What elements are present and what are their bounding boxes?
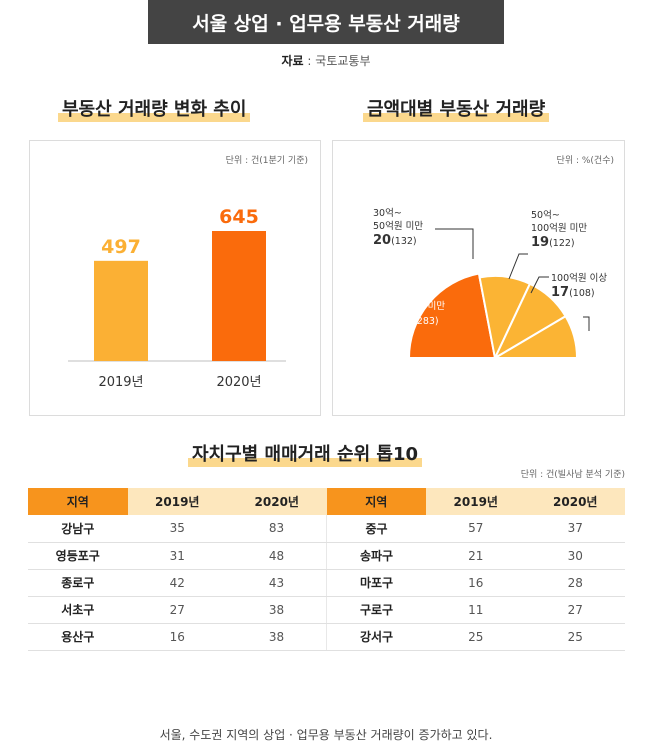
pie-slice-3-label-line: 50억~ <box>531 209 560 221</box>
pie-chart-panel: 단위 : %(건수) 30억원 미만 44(283) 30억~ 50억원 미만 20(1… <box>332 140 625 416</box>
region-cell: 마포구 <box>326 569 426 597</box>
header-2020-right: 2020년 <box>525 488 625 515</box>
pie-slice-1-count: (283) <box>413 316 439 327</box>
bar-value-label: 645 <box>219 206 259 228</box>
pie-chart-unit: 단위 : %(건수) <box>556 156 614 166</box>
header-region-left: 지역 <box>28 488 128 515</box>
header-2019-left: 2019년 <box>127 488 227 515</box>
bar-chart-heading-text: 부동산 거래량 변화 추이 <box>62 99 247 120</box>
bar-category-label: 2020년 <box>216 375 261 390</box>
region-cell: 강남구 <box>28 515 128 543</box>
value-cell: 16 <box>127 623 227 651</box>
table-row: 서초구 27 38 구로구 11 27 <box>28 596 625 624</box>
value-cell: 28 <box>525 569 625 597</box>
pie-slice-3-label-line: 100억원 미만 <box>531 222 587 234</box>
table-heading-text: 자치구별 매매거래 순위 톱10 <box>192 444 419 465</box>
value-cell: 38 <box>227 623 327 651</box>
main-title: 서울 상업 · 업무용 부동산 거래량 <box>148 0 504 44</box>
value-cell: 43 <box>227 569 327 597</box>
pie-slice-3-pct: 19 <box>531 235 549 250</box>
value-cell: 83 <box>227 515 327 543</box>
bar-chart-panel: 단위 : 건(1분기 기준) 497 2019년 645 2020년 <box>29 140 321 416</box>
pie-slice-4 <box>491 314 579 359</box>
pie-chart-heading: 금액대별 부동산 거래량 <box>363 95 550 122</box>
header-2020-left: 2020년 <box>227 488 327 515</box>
pie-chart-heading-text: 금액대별 부동산 거래량 <box>367 99 546 120</box>
table-heading: 자치구별 매매거래 순위 톱10 <box>188 440 423 467</box>
pie-slice-1 <box>407 272 497 359</box>
region-cell: 영등포구 <box>28 542 128 570</box>
value-cell: 11 <box>426 596 526 624</box>
leader-line-4-a <box>530 276 549 294</box>
source-value: 국토교통부 <box>315 54 371 68</box>
pie-slice-3-count: (122) <box>549 238 575 249</box>
bar-chart-unit: 단위 : 건(1분기 기준) <box>225 156 308 166</box>
value-cell: 57 <box>426 515 526 543</box>
bar-value-label: 497 <box>101 236 141 258</box>
source-line: 자료 : 국토교통부 <box>0 52 652 69</box>
value-cell: 48 <box>227 542 327 570</box>
leader-line-4 <box>583 316 590 331</box>
table-header-row: 지역 2019년 2020년 지역 2019년 2020년 <box>28 488 625 515</box>
source-sep: : <box>303 54 316 68</box>
table-row: 강남구 35 83 중구 57 37 <box>28 515 625 543</box>
footer-caption: 서울, 수도권 지역의 상업 · 업무용 부동산 거래량이 증가하고 있다. <box>159 728 493 742</box>
value-cell: 21 <box>426 542 526 570</box>
table-row: 영등포구 31 48 송파구 21 30 <box>28 542 625 570</box>
region-cell: 용산구 <box>28 623 128 651</box>
pie-slice-1-pct: 44 <box>395 313 413 328</box>
value-cell: 27 <box>525 596 625 624</box>
pie-slice-2-value: 20(132) <box>373 233 417 248</box>
value-cell: 38 <box>227 596 327 624</box>
pie-slice-1-value: 44(283) <box>395 313 439 328</box>
pie-slice-2-label-line: 30억~ <box>373 207 402 219</box>
ranking-table: 지역 2019년 2020년 지역 2019년 2020년 강남구 35 83 … <box>28 488 625 651</box>
leader-line-2 <box>435 228 474 259</box>
bar-chart-heading: 부동산 거래량 변화 추이 <box>58 95 251 122</box>
pie-slice-4-count: (108) <box>569 288 595 299</box>
value-cell: 27 <box>127 596 227 624</box>
region-cell: 송파구 <box>326 542 426 570</box>
value-cell: 31 <box>127 542 227 570</box>
pie-slice-4-value: 17(108) <box>551 285 595 300</box>
pie-slice-2-pct: 20 <box>373 233 391 248</box>
bar-chart: 497 2019년 645 2020년 <box>68 206 286 390</box>
bar-1 <box>94 260 148 361</box>
pie-slice-3-value: 19(122) <box>531 235 575 250</box>
header-2019-right: 2019년 <box>426 488 526 515</box>
bar-category-label: 2019년 <box>98 375 143 390</box>
region-cell: 강서구 <box>326 623 426 651</box>
source-label: 자료 <box>281 54 304 68</box>
bar-2 <box>212 231 266 361</box>
value-cell: 16 <box>426 569 526 597</box>
leader-line-3 <box>508 253 528 280</box>
pie-slice-2-label-line: 50억원 미만 <box>373 220 423 232</box>
ranking-table-wrap: 지역 2019년 2020년 지역 2019년 2020년 강남구 35 83 … <box>28 488 625 651</box>
value-cell: 25 <box>426 623 526 651</box>
table-unit: 단위 : 건(빌사남 분석 기준) <box>520 470 625 480</box>
value-cell: 35 <box>127 515 227 543</box>
pie-slice-1-label-line: 30억원 미만 <box>395 300 445 312</box>
table-row: 종로구 42 43 마포구 16 28 <box>28 569 625 597</box>
value-cell: 25 <box>525 623 625 651</box>
region-cell: 중구 <box>326 515 426 543</box>
region-cell: 종로구 <box>28 569 128 597</box>
value-cell: 42 <box>127 569 227 597</box>
region-cell: 구로구 <box>326 596 426 624</box>
pie-slice-4-label-line: 100억원 이상 <box>551 272 607 284</box>
region-cell: 서초구 <box>28 596 128 624</box>
table-row: 용산구 16 38 강서구 25 25 <box>28 623 625 651</box>
value-cell: 30 <box>525 542 625 570</box>
value-cell: 37 <box>525 515 625 543</box>
header-region-right: 지역 <box>326 488 426 515</box>
pie-slice-4-pct: 17 <box>551 285 569 300</box>
pie-slice-2-count: (132) <box>391 236 417 247</box>
